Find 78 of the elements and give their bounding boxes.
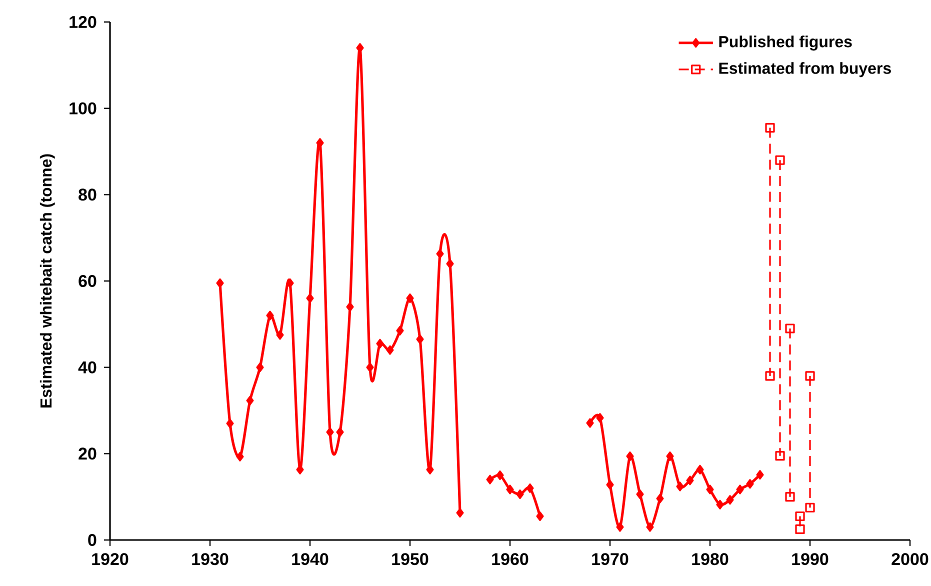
point [506, 484, 514, 494]
point [366, 362, 374, 372]
point [306, 293, 314, 304]
point [226, 418, 234, 428]
point [536, 511, 544, 522]
point [775, 155, 785, 165]
point [785, 324, 795, 334]
point [736, 484, 744, 494]
point [646, 522, 654, 532]
point [706, 484, 714, 494]
y-tick-label: 40 [78, 361, 96, 374]
point [426, 464, 434, 474]
point [486, 474, 494, 484]
point [636, 489, 644, 500]
point [276, 330, 284, 340]
legend-label: Published figures [719, 36, 852, 51]
point [756, 470, 764, 480]
point [606, 480, 614, 490]
point [656, 494, 664, 504]
point [596, 413, 604, 423]
point [746, 479, 754, 489]
point [406, 293, 414, 304]
x-tick-label: 2000 [892, 553, 928, 566]
y-axis-title: Estimated whitebait catch (tonne) [40, 154, 55, 408]
point [376, 338, 384, 348]
x-tick-label: 1940 [292, 553, 328, 566]
point [716, 500, 724, 510]
point [456, 508, 464, 518]
x-tick-label: 1970 [592, 553, 628, 566]
point [696, 464, 704, 474]
point [266, 310, 274, 320]
point [676, 482, 684, 492]
y-tick-label: 0 [88, 534, 96, 546]
point [356, 43, 364, 53]
point [496, 470, 504, 480]
legend-label: Estimated from buyers [719, 62, 891, 78]
point [805, 371, 815, 381]
y-tick-label: 80 [78, 188, 96, 201]
y-tick-label: 120 [70, 16, 96, 28]
point [386, 345, 394, 355]
point [286, 278, 294, 288]
point [586, 418, 594, 428]
y-tick-label: 100 [70, 102, 96, 114]
point [795, 524, 805, 534]
point [296, 464, 304, 474]
point [765, 122, 775, 133]
point [666, 451, 674, 462]
point [436, 249, 444, 259]
point [785, 492, 795, 502]
x-tick-label: 1980 [692, 553, 728, 566]
point [246, 396, 254, 406]
point [616, 522, 624, 532]
point [326, 427, 334, 437]
point [765, 371, 775, 381]
point [256, 362, 264, 372]
point [316, 138, 324, 148]
point [516, 489, 524, 500]
x-tick-label: 1990 [792, 553, 828, 566]
point [775, 451, 785, 461]
x-tick-label: 1920 [92, 553, 128, 566]
point [346, 302, 354, 312]
point [726, 495, 734, 505]
point [236, 452, 244, 462]
point [446, 258, 454, 269]
point [396, 326, 404, 336]
y-tick-label: 20 [78, 448, 96, 460]
x-tick-label: 1930 [192, 553, 228, 566]
point [795, 511, 805, 522]
x-tick-label: 1950 [392, 553, 428, 566]
point [686, 476, 694, 486]
point [216, 278, 224, 288]
y-tick-label: 60 [78, 275, 96, 288]
point [416, 334, 424, 344]
point [805, 502, 815, 512]
point [526, 483, 534, 493]
point [626, 451, 634, 462]
point [336, 427, 344, 437]
x-tick-label: 1960 [492, 553, 528, 566]
